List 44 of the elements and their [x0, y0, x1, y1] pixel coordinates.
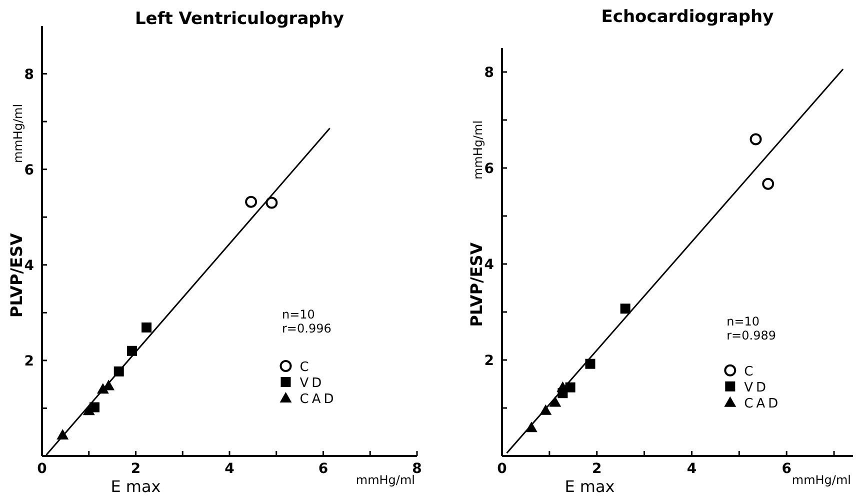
x-tick-label: 4	[224, 461, 235, 477]
point	[142, 322, 152, 332]
y-tick-label: 2	[484, 353, 494, 369]
x-axis-title: E max	[110, 477, 161, 496]
point	[266, 196, 278, 209]
x-tick-label: 4	[686, 461, 697, 477]
legend-label: C	[300, 360, 312, 375]
point	[762, 178, 774, 190]
y-axis-title: PLVP/ESV	[467, 242, 486, 327]
x-tick-label: 2	[130, 461, 141, 477]
point	[585, 358, 596, 369]
x-tick-label: 2	[592, 461, 602, 477]
text: mmHg/ml	[471, 120, 485, 180]
x-tick-label: 8	[412, 461, 422, 477]
y-tick-label: 6	[484, 161, 494, 177]
point	[245, 196, 258, 208]
legend-label: VD	[744, 380, 770, 396]
point	[620, 304, 630, 314]
legend-label: C	[744, 364, 756, 380]
text: mmHg/ml	[11, 104, 25, 164]
annotation: r=0.989	[726, 328, 776, 342]
x-tick-label: 0	[497, 461, 508, 477]
y-axis-title: PLVP/ESV	[7, 232, 26, 318]
chart-title: Echocardiography	[601, 7, 774, 27]
text: mmHg/ml	[792, 473, 851, 487]
x-axis-title: E max	[564, 477, 615, 496]
y-tick-label: 8	[484, 65, 494, 81]
legend-label: VD	[300, 376, 325, 391]
annotation: n=10	[726, 314, 760, 328]
legend-label: CAD	[300, 392, 337, 407]
y-tick-label: 2	[24, 353, 34, 370]
y-tick-label: 4	[24, 258, 34, 274]
legend-label: CAD	[744, 396, 782, 412]
chart-title: Left Ventriculography	[134, 9, 344, 29]
y-tick-label: 6	[24, 162, 34, 178]
annotation: r=0.996	[282, 321, 332, 336]
x-tick-label: 6	[318, 461, 328, 477]
point	[750, 133, 762, 146]
annotation: n=10	[282, 307, 315, 322]
y-tick-label: 4	[484, 257, 494, 273]
x-tick-label: 0	[37, 461, 48, 477]
x-tick-label: 6	[782, 461, 792, 477]
text: mmHg/ml	[356, 473, 415, 487]
y-tick-label: 8	[24, 66, 34, 83]
